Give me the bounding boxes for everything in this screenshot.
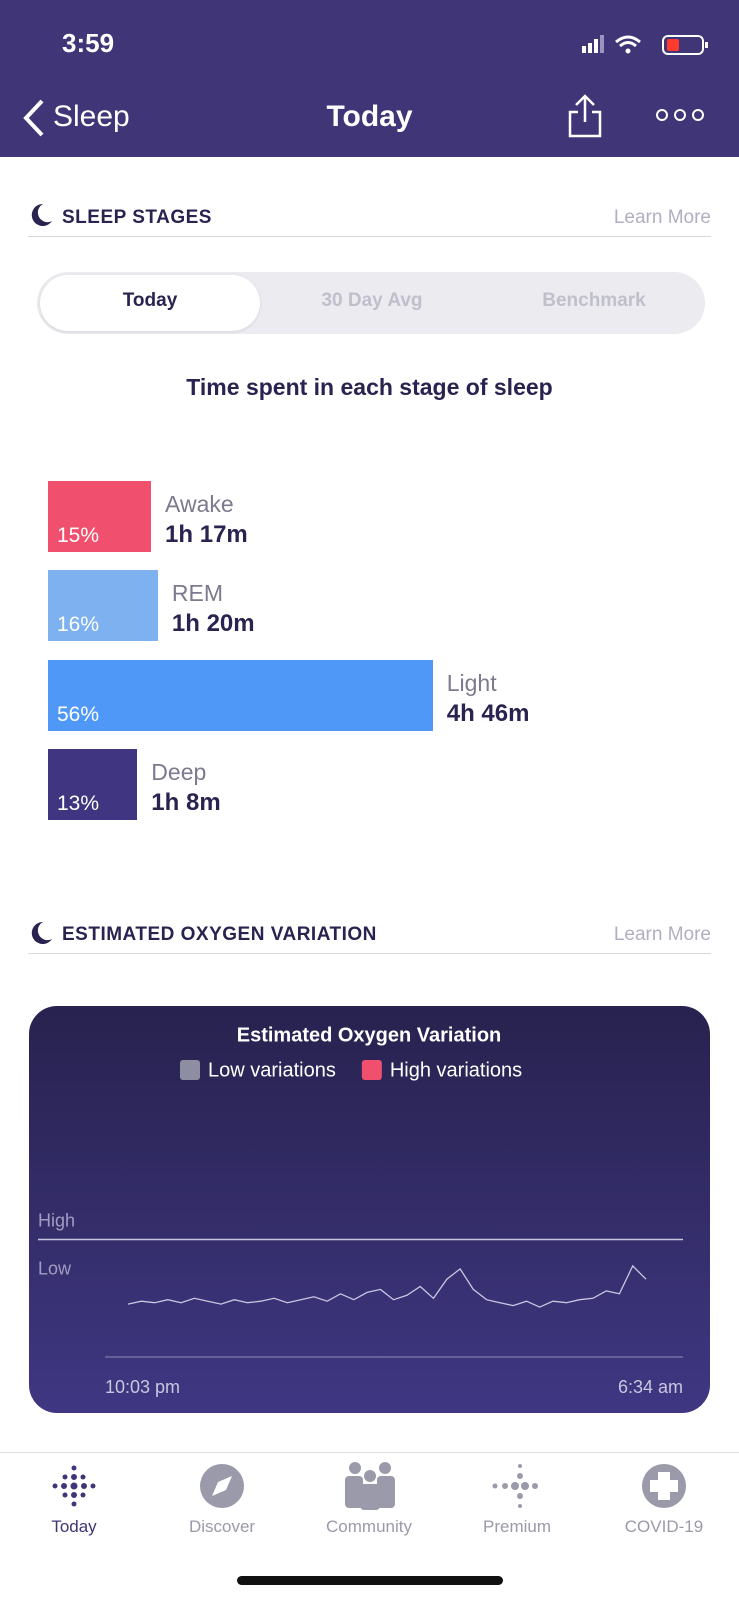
stage-name: Light [446,670,497,696]
legend-label: Low variations [208,1059,336,1081]
segment-tab[interactable]: Benchmark [542,290,646,311]
x-tick-label: 10:03 pm [105,1377,180,1397]
back-arrow[interactable] [20,97,50,139]
segment-tab[interactable]: 30 Day Avg [321,290,423,311]
chart-card [29,1006,710,1413]
stage-name: Deep [151,759,207,785]
section-heading: SLEEP STAGES [62,207,212,228]
moon-icon [31,921,52,944]
header [0,0,739,157]
tab-label[interactable]: Premium [482,1517,551,1536]
legend-swatch [180,1060,200,1080]
chart-title: Estimated Oxygen Variation [237,1024,502,1046]
tab-icons [52,1462,686,1510]
section-heading: ESTIMATED OXYGEN VARIATION [62,924,377,945]
learn-more[interactable]: Learn More [613,924,711,945]
stage-duration: 1h 17m [165,521,248,548]
stage-bar [48,749,138,820]
tab-label[interactable]: Community [326,1517,412,1536]
share-button[interactable] [565,92,605,140]
learn-more[interactable]: Learn More [613,207,711,228]
tab-label[interactable]: Today [51,1517,97,1536]
y-tick-label: Low [38,1259,72,1279]
y-tick-label: High [38,1210,75,1230]
x-tick-label: 6:34 am [618,1377,683,1397]
tab-label[interactable]: COVID-19 [624,1517,704,1536]
stage-bar [48,481,152,552]
stage-name: Awake [165,491,234,517]
legend-swatch [361,1060,382,1080]
divider [28,236,711,237]
stage-percent: 15% [57,524,100,547]
stage-percent: 56% [57,703,100,726]
stage-duration: 4h 46m [446,700,530,727]
divider [28,953,711,954]
oxygen-line [127,1264,647,1308]
back-label[interactable]: Sleep [53,100,130,133]
oxygen-chart: Estimated Oxygen Variation Low variation… [29,1006,710,1413]
stage-duration: 1h 20m [171,610,255,637]
segment-tab[interactable]: Today [122,290,178,311]
subtitle: Time spent in each stage of sleep [186,374,553,400]
legend-label: High variations [390,1059,522,1081]
stage-bar [48,570,158,641]
tab-label[interactable]: Discover [188,1517,256,1536]
stage-bar [48,660,433,731]
status-time: 3:59 [62,28,115,58]
stage-percent: 13% [57,792,100,815]
moon-icon [31,203,52,226]
stage-name: REM [171,580,224,606]
more-button[interactable] [655,108,705,122]
tab-divider [0,1452,739,1453]
status-icons [582,35,708,55]
stage-percent: 16% [57,613,100,636]
segment-selected [40,275,260,331]
home-indicator [237,1576,503,1585]
stage-duration: 1h 8m [151,789,221,816]
